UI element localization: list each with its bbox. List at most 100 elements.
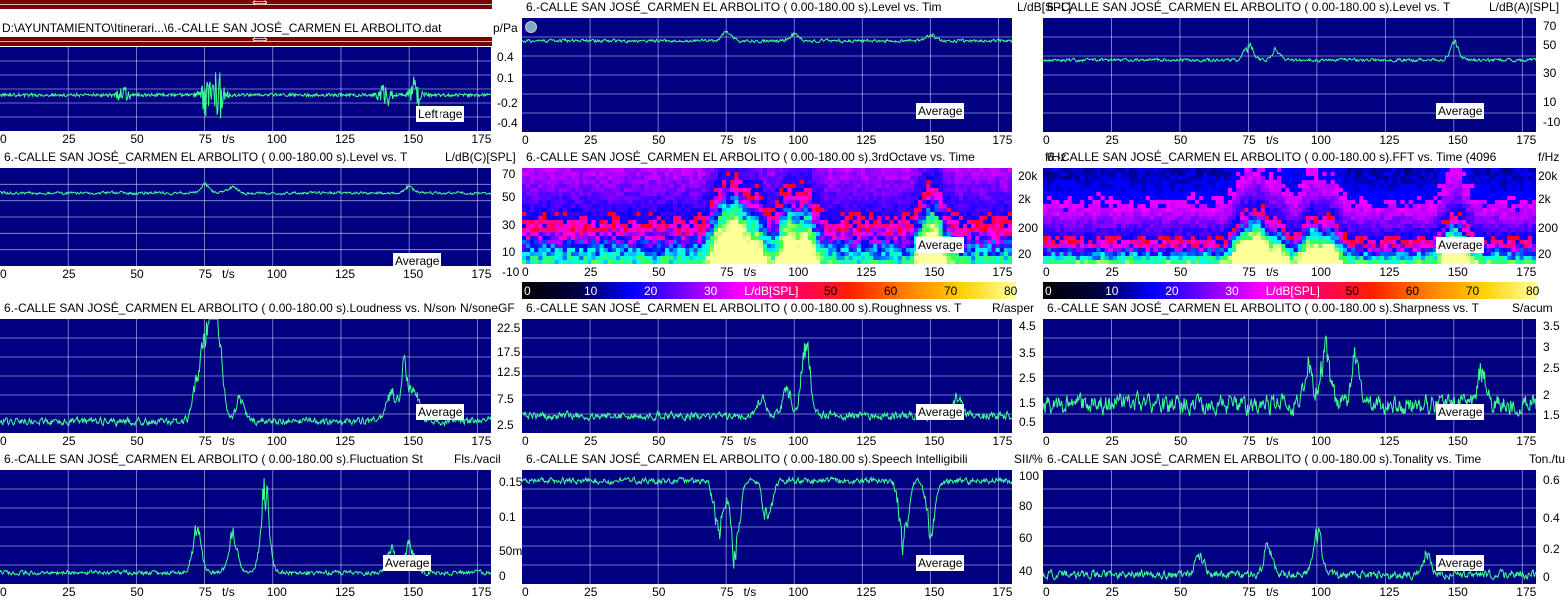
- octave-y-tick: 2k: [1018, 192, 1031, 206]
- sharpness-average-label[interactable]: Average: [1436, 404, 1485, 420]
- tonality-y-tick: 0.4: [1543, 511, 1560, 525]
- colorbar-tick: 60: [1405, 284, 1420, 298]
- roughness-y-tick: 0.5: [1019, 415, 1036, 429]
- fft-y-tick: 20k: [1538, 169, 1558, 183]
- roughness-x-tick: 175: [992, 434, 1013, 448]
- speech-x-tick: 125: [856, 585, 877, 599]
- level_b-y-tick: 70: [1543, 19, 1557, 33]
- record-indicator-icon[interactable]: [525, 21, 537, 33]
- octave-x-tick: 175: [992, 265, 1013, 279]
- file-path: D:\AYUNTAMIENTO\Itinerari...\6.-CALLE SA…: [2, 21, 442, 35]
- tonality-x-tick: 50: [1173, 585, 1188, 599]
- roughness-x-tick: 75: [720, 434, 734, 448]
- colorbar-label: L/dB[SPL]: [744, 284, 799, 298]
- octave-left-y-tick: 30: [502, 218, 516, 232]
- level_a-x-tick: 175: [992, 133, 1013, 147]
- fluctuation-average-label[interactable]: Average: [383, 555, 432, 571]
- fft-x-tick: 50: [1173, 265, 1188, 279]
- octave-left-y-tick: 10: [502, 245, 516, 259]
- octave-x-tick: 75: [720, 265, 734, 279]
- waveform-x-tick: 150: [403, 132, 424, 146]
- loudness-x-label: t/s: [222, 434, 235, 448]
- level_b-x-tick: 150: [1447, 133, 1468, 147]
- level_c-unit: L/dB(C)[SPL]: [443, 150, 516, 164]
- loudness-average-label[interactable]: Average: [416, 404, 465, 420]
- fft-x-tick: 25: [1105, 265, 1119, 279]
- level_a-average-label[interactable]: Average: [916, 103, 965, 119]
- fluctuation-y-tick: 0.1: [499, 510, 516, 524]
- waveform-scroll-bar-top[interactable]: ⟺: [0, 0, 492, 9]
- fft-average-label[interactable]: Average: [1436, 237, 1485, 253]
- loudness-plot[interactable]: [0, 319, 491, 433]
- octave-title: 6.-CALLE SAN JOSÉ_CARMEN EL ARBOLITO ( 0…: [526, 150, 975, 164]
- resize-arrow-icon[interactable]: ⟺: [252, 0, 268, 9]
- level_b-average-label[interactable]: Average: [1436, 103, 1485, 119]
- loudness-y-tick: 7.5: [497, 392, 514, 406]
- roughness-x-tick: 50: [652, 434, 666, 448]
- loudness-x-tick: 100: [266, 434, 287, 448]
- sharpness-y-tick: 2: [1543, 388, 1550, 402]
- colorbar-tick: 30: [1225, 284, 1239, 298]
- loudness-x-tick: 75: [198, 434, 212, 448]
- level_c-x-tick: 100: [266, 267, 287, 281]
- level_c-title: 6.-CALLE SAN JOSÉ_CARMEN EL ARBOLITO ( 0…: [4, 150, 408, 164]
- loudness-x-tick: 150: [403, 434, 424, 448]
- colorbar-tick: 80: [1526, 284, 1540, 298]
- speech-average-label[interactable]: Average: [916, 555, 965, 571]
- level_a-series-line: [522, 30, 1012, 44]
- sharpness-x-tick: 125: [1379, 434, 1400, 448]
- octave-plot[interactable]: [522, 168, 1012, 264]
- sharpness-y-tick: 3.5: [1543, 319, 1560, 333]
- roughness-x-tick: 150: [924, 434, 945, 448]
- tonality-unit: Ton./tu: [1527, 452, 1565, 466]
- speech-x-tick: 75: [720, 585, 734, 599]
- waveform-channel-label[interactable]: Left: [416, 106, 441, 122]
- colorbar-tick: 50: [824, 284, 838, 298]
- speech-x-label: t/s: [743, 585, 757, 599]
- level_a-unit: L/dB[SPL]: [1015, 0, 1072, 14]
- level_a-x-tick: 125: [856, 133, 877, 147]
- level_b-y-tick: 30: [1543, 66, 1557, 80]
- tonality-x-tick: 75: [1242, 585, 1256, 599]
- octave-x-tick: 0: [522, 265, 529, 279]
- level_a-title: 6.-CALLE SAN JOSÉ_CARMEN EL ARBOLITO ( 0…: [526, 0, 942, 14]
- loudness-y-tick: 17.5: [497, 345, 521, 359]
- sharpness-x-tick: 100: [1310, 434, 1331, 448]
- waveform-scroll-bar-bottom[interactable]: ⟺: [0, 34, 492, 46]
- fft-plot[interactable]: [1043, 168, 1536, 264]
- resize-arrow-icon[interactable]: ⟺: [252, 34, 268, 46]
- tonality-x-tick: 125: [1379, 585, 1400, 599]
- waveform-series-line: [0, 72, 491, 119]
- fluctuation-x-tick: 100: [266, 585, 287, 599]
- tonality-x-tick: 25: [1105, 585, 1119, 599]
- roughness-average-label[interactable]: Average: [916, 404, 965, 420]
- level_a-x-tick: 100: [788, 133, 809, 147]
- speech-y-tick: 40: [1019, 564, 1033, 578]
- sharpness-series-line: [1043, 335, 1536, 417]
- tonality-x-tick: 150: [1447, 585, 1468, 599]
- tonality-x-tick: 0: [1043, 585, 1050, 599]
- sharpness-y-tick: 1.5: [1543, 408, 1560, 422]
- roughness-y-tick: 4.5: [1019, 319, 1036, 333]
- octave-average-label[interactable]: Average: [916, 237, 965, 253]
- waveform-x-tick: 175: [471, 132, 492, 146]
- fluctuation-chart-svg: [0, 470, 491, 584]
- level_b-x-tick: 175: [1516, 133, 1537, 147]
- octave-heatmap-cells: [522, 168, 1012, 264]
- octave-y-tick: 20: [1018, 247, 1032, 261]
- fft-y-tick: 20: [1538, 247, 1552, 261]
- loudness-unit: N/soneGF: [458, 301, 515, 315]
- level_b-unit: L/dB(A)[SPL]: [1487, 0, 1560, 14]
- waveform-x-tick: 125: [334, 132, 355, 146]
- waveform-plot[interactable]: [0, 47, 491, 131]
- level_a-x-tick: 150: [924, 133, 945, 147]
- level_c-average-label[interactable]: Average: [393, 253, 442, 269]
- level_c-plot[interactable]: [0, 168, 491, 266]
- fft-x-tick: 125: [1379, 265, 1400, 279]
- tonality-average-label[interactable]: Average: [1436, 555, 1485, 571]
- colorbar-tick: 60: [884, 284, 898, 298]
- colorbar-tick: 30: [704, 284, 718, 298]
- octave-y-tick: 200: [1018, 221, 1039, 235]
- sharpness-x-tick: 25: [1105, 434, 1119, 448]
- fft-x-tick: 0: [1043, 265, 1050, 279]
